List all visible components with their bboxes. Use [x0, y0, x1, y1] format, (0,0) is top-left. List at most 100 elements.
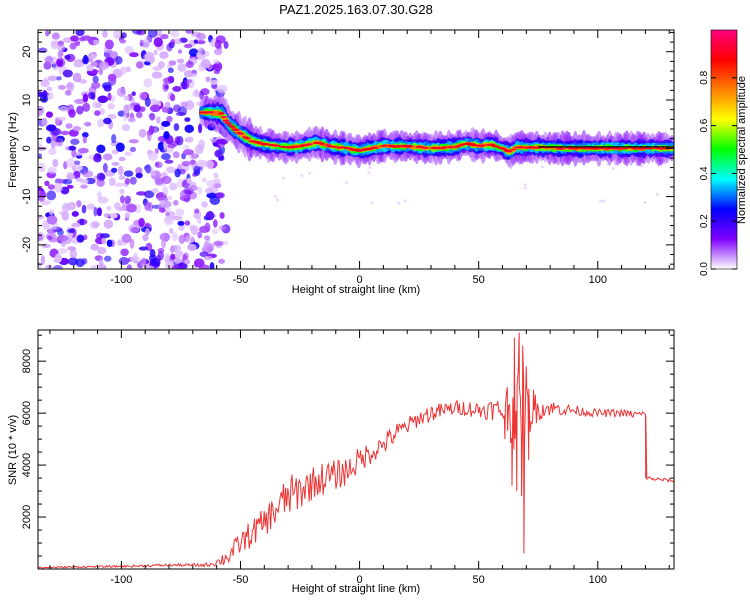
noise-blob: [71, 148, 77, 158]
noise-blob: [162, 82, 169, 92]
colorbar: 0.0 0.2 0.4 0.6 0.8 Normalized spectral ampl…: [699, 29, 748, 276]
noise-blob: [154, 161, 163, 169]
noise-blob: [99, 108, 105, 116]
noise-blob: [153, 37, 163, 48]
noise-blob: [86, 203, 96, 210]
noise-blob: [71, 222, 81, 228]
noise-blob: [169, 93, 176, 102]
noise-blob: [73, 61, 84, 68]
noise-blob: [118, 156, 126, 162]
noise-blob: [149, 257, 161, 267]
noise-blob: [61, 202, 71, 212]
noise-blob: [82, 170, 94, 178]
noise-blob: [206, 192, 217, 199]
noise-blob: [69, 249, 77, 259]
noise-blob: [51, 32, 60, 40]
spectrogram-y-tick-label: 20: [21, 46, 33, 58]
colorbar-frame: [710, 29, 738, 270]
noise-blob: [45, 111, 54, 118]
noise-blob: [58, 116, 66, 122]
noise-blob: [202, 177, 207, 183]
noise-blob: [129, 176, 137, 185]
noise-blob: [119, 188, 125, 195]
ridge-mark: [501, 148, 509, 150]
noise-blob: [643, 200, 647, 204]
noise-blob: [138, 217, 145, 228]
noise-blob: [185, 235, 195, 244]
noise-blob: [120, 32, 127, 39]
noise-blob: [177, 49, 183, 54]
noise-blob: [68, 109, 76, 118]
snr-y-tick-label: 6000: [21, 401, 33, 425]
noise-blob: [218, 258, 225, 264]
noise-blob: [96, 144, 106, 154]
noise-blob: [174, 38, 182, 45]
noise-blob: [38, 142, 42, 147]
noise-blob: [76, 200, 82, 208]
ridge-mark: [220, 116, 228, 118]
noise-blob: [188, 48, 199, 57]
noise-blob: [144, 201, 151, 211]
noise-blob: [104, 39, 114, 50]
noise-blob: [142, 234, 149, 242]
colorbar-gradient: [711, 30, 737, 269]
noise-blob: [211, 228, 219, 235]
noise-blob: [124, 177, 130, 185]
snr-frame: [37, 329, 675, 570]
noise-blob: [187, 73, 198, 78]
noise-blob: [52, 158, 59, 168]
noise-blob: [196, 40, 206, 45]
noise-blob: [184, 220, 191, 226]
noise-blob: [127, 117, 136, 123]
spectrogram-y-tick-label: -10: [21, 189, 33, 205]
noise-blob: [111, 161, 120, 166]
noise-blob: [165, 215, 172, 224]
noise-blob: [175, 208, 185, 217]
noise-blob: [157, 196, 169, 202]
noise-blob: [124, 212, 131, 219]
noise-blob: [111, 133, 117, 144]
noise-blob: [184, 117, 191, 122]
noise-blob: [166, 115, 173, 123]
noise-blob: [131, 91, 136, 97]
noise-blob: [282, 176, 286, 180]
noise-blob: [209, 262, 215, 269]
noise-blob: [197, 123, 203, 134]
noise-blob: [273, 194, 277, 198]
noise-blob: [183, 144, 190, 150]
noise-blob: [170, 39, 176, 45]
noise-blob: [46, 136, 52, 144]
noise-blob: [78, 79, 88, 84]
noise-blob: [65, 123, 73, 129]
noise-blob: [174, 249, 184, 258]
noise-blob: [43, 76, 49, 85]
ridge-mark: [406, 145, 414, 148]
noise-blob: [62, 69, 73, 78]
noise-blob: [173, 123, 180, 131]
noise-blob: [92, 39, 100, 45]
noise-blob: [68, 145, 77, 151]
noise-blob: [114, 182, 125, 187]
noise-blob: [77, 147, 89, 154]
noise-blob: [117, 241, 127, 246]
noise-blob: [45, 264, 53, 269]
noise-blob: [171, 264, 181, 269]
snr-y-tick-label: 8000: [21, 349, 33, 373]
noise-blob: [121, 124, 130, 132]
noise-blob: [82, 102, 91, 112]
ridge-mark: [492, 145, 500, 148]
noise-blob: [81, 257, 88, 265]
noise-blob: [97, 119, 105, 127]
noise-blob: [47, 75, 58, 82]
noise-blob: [126, 104, 135, 111]
noise-blob: [91, 81, 101, 89]
noise-blob: [141, 38, 150, 49]
ridge-mark: [505, 150, 513, 153]
spectrogram-y-tick-label: -20: [21, 237, 33, 253]
noise-blob: [118, 257, 130, 266]
noise-blob: [72, 72, 82, 83]
ridge-mark: [224, 122, 232, 125]
noise-blob: [541, 165, 545, 169]
ridge-mark: [297, 145, 305, 148]
